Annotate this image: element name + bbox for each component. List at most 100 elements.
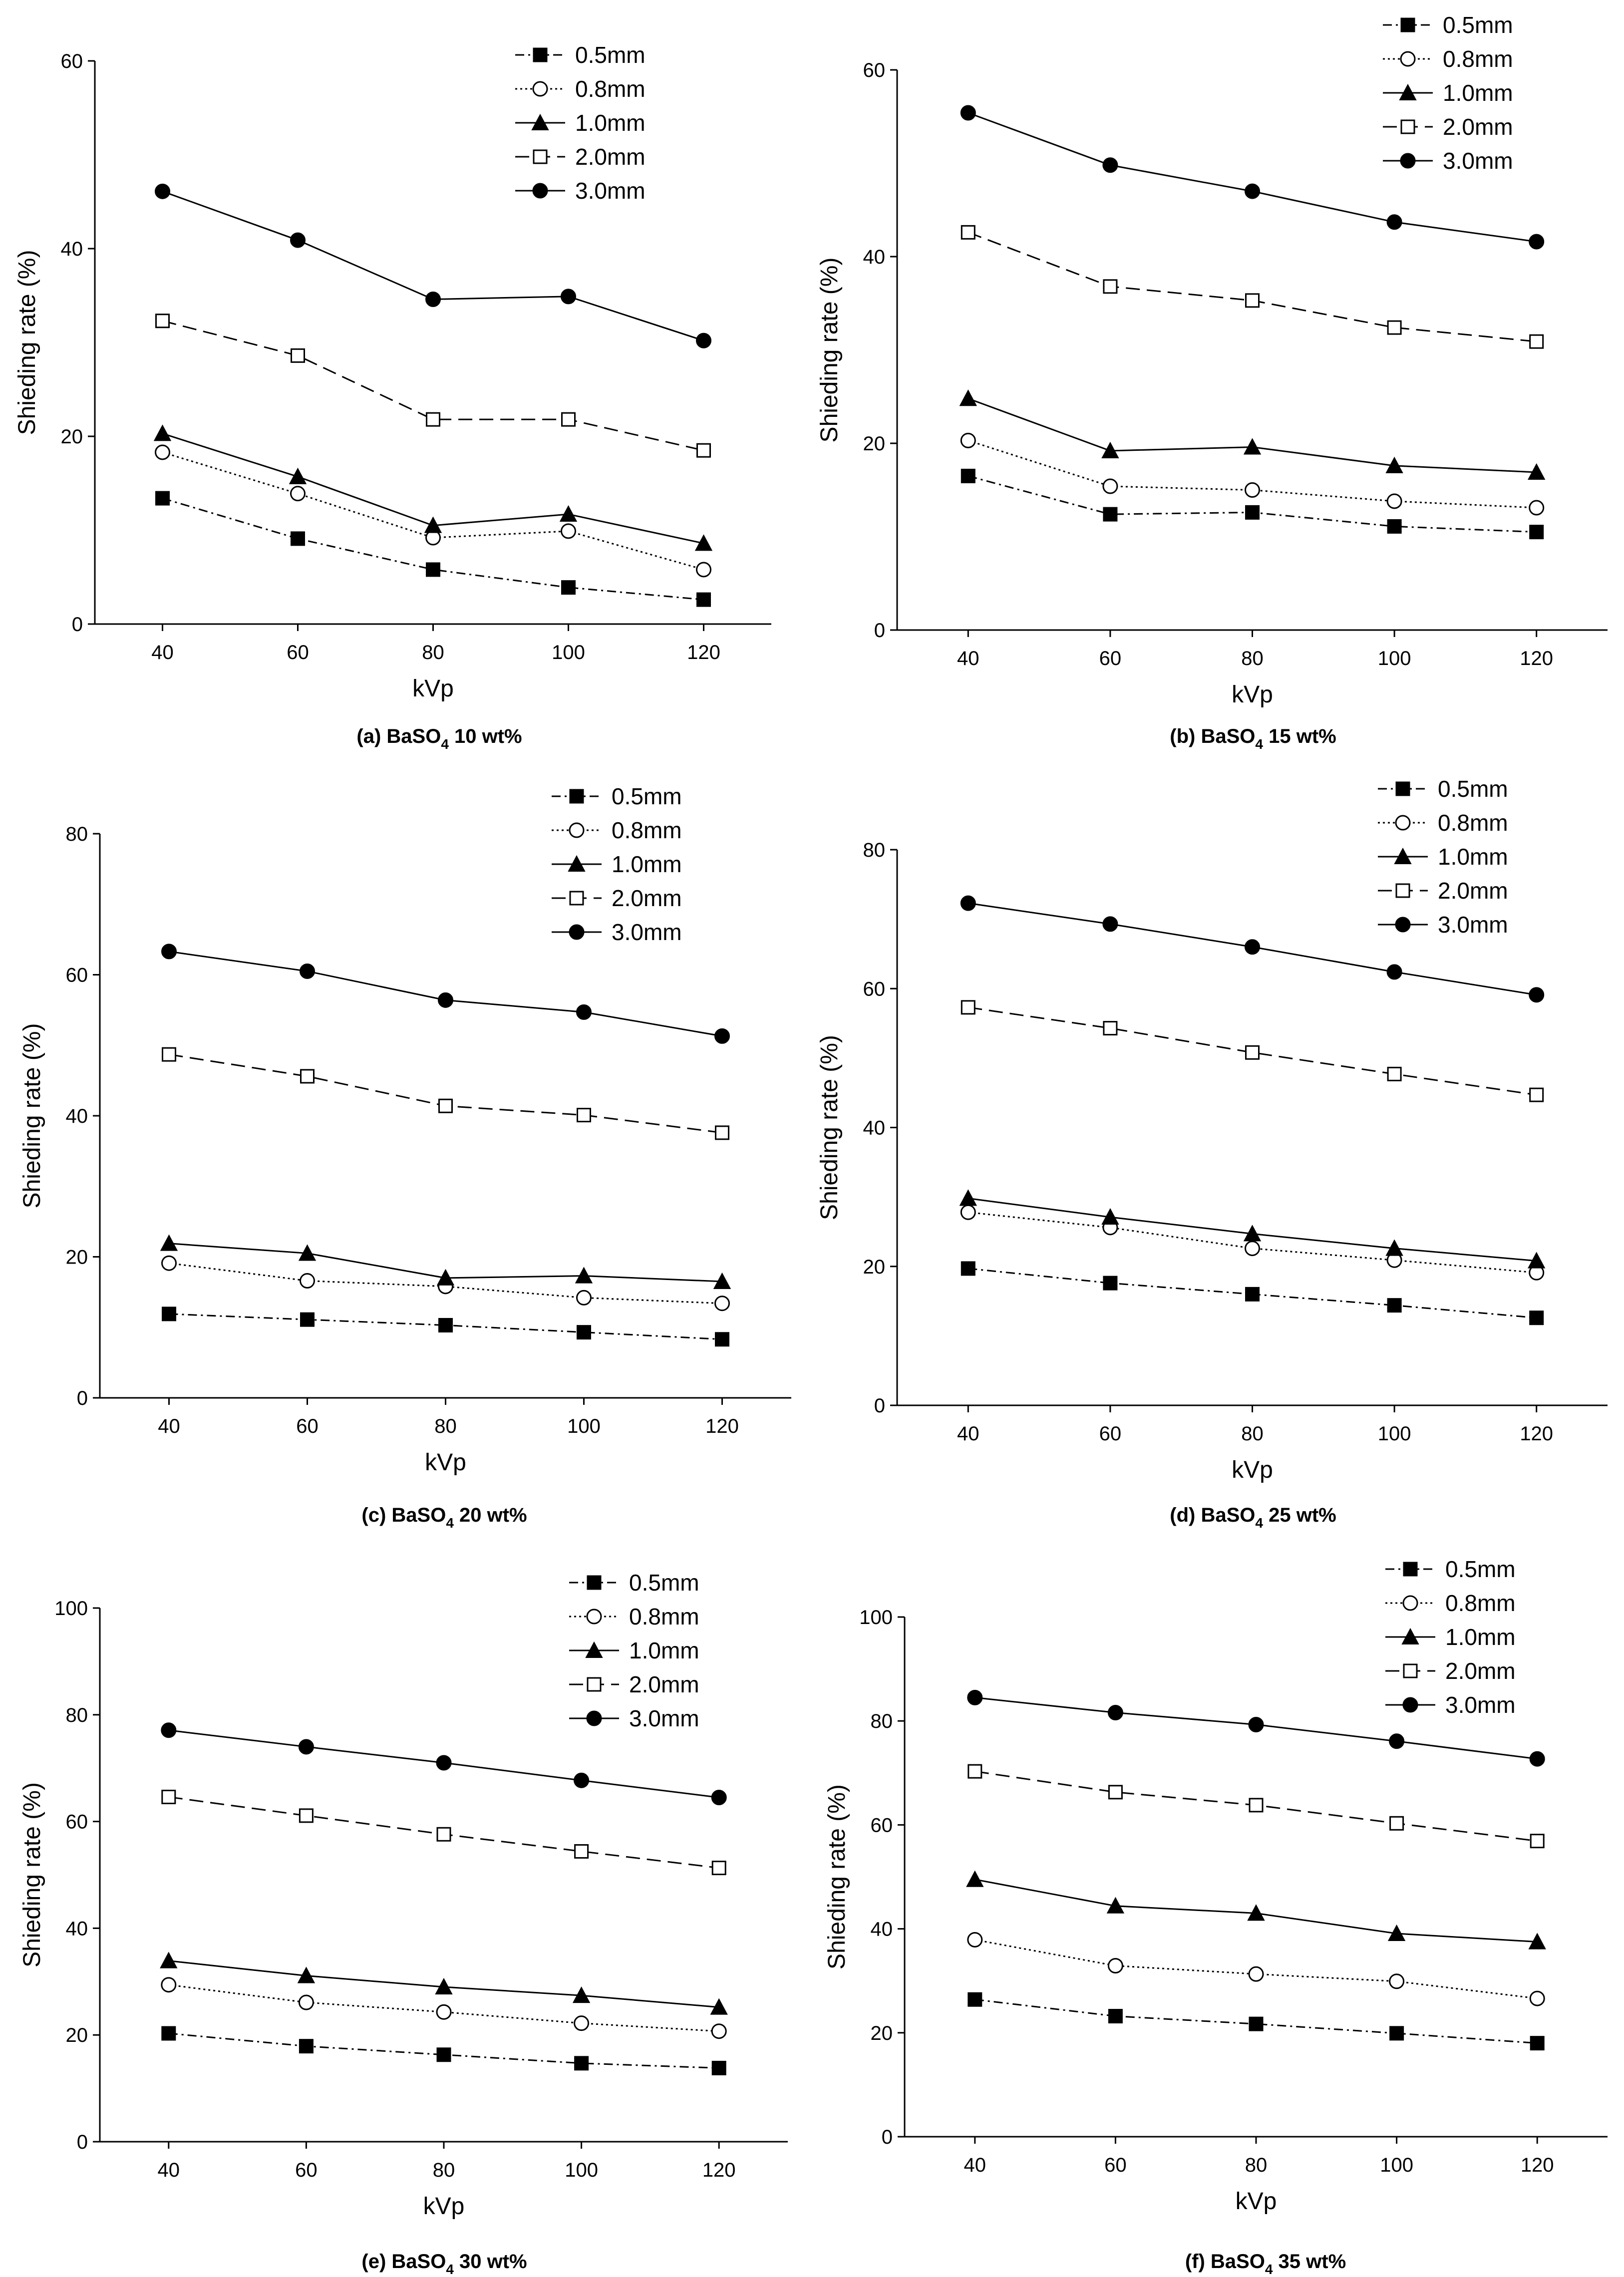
x-tick-label: 100 — [565, 2159, 598, 2181]
caption-subscript: 4 — [1255, 736, 1263, 752]
x-tick-label: 60 — [296, 1415, 319, 1437]
legend-marker — [587, 1677, 602, 1692]
legend-item: 0.8mm — [1383, 46, 1513, 72]
data-point — [1529, 1310, 1544, 1325]
data-point — [1387, 1298, 1402, 1313]
series-2.0mm — [162, 1047, 729, 1140]
legend-item: 0.5mm — [569, 1570, 699, 1596]
data-point — [1106, 1897, 1125, 1914]
data-point — [297, 1966, 316, 1983]
data-point — [426, 562, 440, 577]
y-tick-label: 0 — [72, 614, 83, 636]
data-point — [425, 292, 441, 308]
data-point — [1245, 1045, 1260, 1060]
series-3.0mm — [161, 944, 730, 1044]
series-0.8mm — [161, 1977, 727, 2039]
data-point — [1385, 1239, 1403, 1256]
data-point — [696, 592, 711, 607]
legend-item: 2.0mm — [1383, 114, 1513, 140]
data-point — [960, 105, 976, 121]
x-tick-label: 80 — [1245, 2154, 1268, 2176]
series-2.0mm — [961, 1000, 1544, 1102]
data-point — [155, 314, 170, 328]
data-point — [161, 1722, 177, 1738]
legend-item: 0.5mm — [1383, 12, 1513, 38]
data-point — [561, 523, 576, 539]
legend-item: 1.0mm — [1385, 1624, 1516, 1650]
data-point — [1102, 157, 1118, 173]
x-tick-label: 60 — [1099, 648, 1122, 669]
legend-item: 1.0mm — [569, 1637, 699, 1663]
legend-marker — [531, 113, 549, 130]
legend-marker — [569, 822, 585, 838]
y-tick-label: 20 — [66, 2024, 88, 2046]
data-point — [1107, 1958, 1123, 1974]
legend-marker — [587, 1575, 602, 1590]
data-point — [300, 1312, 315, 1327]
chart-panel-3: 0 20 40 60 80 40 60 80 100 120 kVp Shieding rate (%… — [816, 776, 1608, 1531]
data-point — [1108, 2008, 1123, 2023]
data-point — [959, 1189, 977, 1206]
legend-label: 3.0mm — [575, 178, 646, 204]
panel-caption: (c) BaSO4 20 wt% — [361, 1504, 527, 1531]
data-point — [1386, 214, 1402, 230]
x-tick-label: 100 — [567, 1415, 601, 1437]
y-tick-label: 40 — [66, 1918, 88, 1940]
data-point — [561, 580, 576, 595]
data-point — [1103, 1276, 1118, 1291]
legend-marker — [1394, 847, 1412, 864]
y-tick-label: 20 — [871, 2022, 893, 2044]
data-point — [1529, 334, 1544, 349]
data-point — [1389, 1816, 1404, 1831]
legend-item: 0.8mm — [569, 1604, 699, 1629]
data-point — [290, 486, 306, 502]
data-point — [559, 505, 578, 522]
legend-item: 2.0mm — [1378, 878, 1508, 904]
legend-marker — [568, 855, 586, 872]
caption-suffix: 15 wt% — [1263, 725, 1336, 747]
y-tick-label: 0 — [77, 1387, 88, 1409]
legend-marker — [1395, 815, 1411, 831]
legend-item: 0.8mm — [515, 76, 646, 102]
data-point — [438, 992, 453, 1008]
data-point — [155, 183, 170, 199]
x-tick-label: 80 — [422, 642, 444, 663]
legend-label: 0.8mm — [629, 1604, 699, 1629]
data-point — [1529, 234, 1545, 250]
legend: 0.5mm 0.8mm 1.0mm 2.0mm 3.0mm — [552, 783, 682, 945]
legend-item: 1.0mm — [552, 851, 682, 877]
series-2.0mm — [961, 225, 1544, 349]
data-point — [574, 2056, 589, 2071]
x-tick-label: 120 — [1520, 648, 1553, 669]
legend-label: 1.0mm — [1443, 80, 1513, 106]
caption-prefix: (e) BaSO — [361, 2251, 446, 2273]
series-line-2.0mm — [968, 1006, 1537, 1096]
data-point — [1102, 916, 1118, 932]
data-point — [1248, 1716, 1264, 1732]
data-point — [715, 1332, 729, 1347]
series-3.0mm — [967, 1689, 1545, 1767]
x-tick-label: 60 — [295, 2159, 318, 2181]
caption-prefix: (b) BaSO — [1170, 725, 1255, 747]
x-tick-label: 60 — [1099, 1423, 1122, 1445]
y-axis-title: Shieding rate (%) — [14, 250, 40, 435]
data-point — [1102, 478, 1118, 494]
legend-label: 0.8mm — [1445, 1590, 1516, 1616]
legend: 0.5mm 0.8mm 1.0mm 2.0mm 3.0mm — [1378, 776, 1508, 938]
legend-item: 0.5mm — [1385, 1556, 1516, 1582]
y-tick-label: 80 — [66, 1704, 88, 1726]
legend-marker — [1395, 883, 1410, 898]
x-tick-label: 80 — [433, 2159, 455, 2181]
x-tick-label: 40 — [957, 648, 979, 669]
data-point — [961, 468, 975, 483]
legend-label: 0.8mm — [1443, 46, 1513, 72]
data-point — [574, 1772, 590, 1788]
data-point — [576, 1290, 592, 1305]
x-tick-label: 60 — [1104, 2154, 1127, 2176]
legend-label: 3.0mm — [1445, 1692, 1516, 1718]
data-point — [299, 1808, 314, 1823]
legend-marker — [1400, 119, 1415, 134]
caption-subscript: 4 — [446, 1515, 454, 1531]
y-tick-label: 100 — [54, 1598, 88, 1620]
